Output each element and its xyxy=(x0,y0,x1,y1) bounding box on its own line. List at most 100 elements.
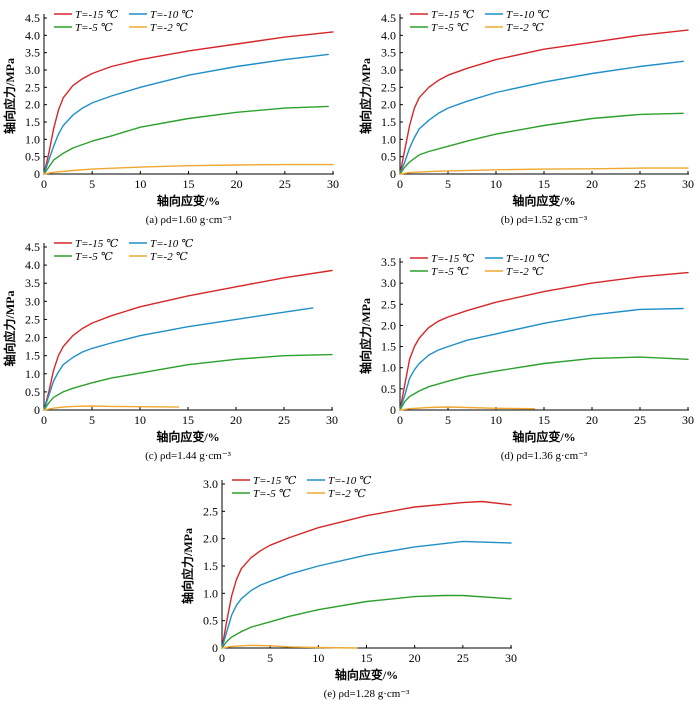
y-tick-label: 1.0 xyxy=(25,132,40,146)
series-line-2 xyxy=(399,356,689,411)
x-tick-label: 25 xyxy=(457,651,469,665)
x-tick-label: 10 xyxy=(490,177,502,191)
x-axis-title: 轴向应变/% xyxy=(512,429,575,444)
y-tick-label: 3.5 xyxy=(381,255,396,269)
x-tick-label: 5 xyxy=(267,651,273,665)
legend-label-1: T=-10 ℃ xyxy=(150,238,194,250)
x-tick-label: 20 xyxy=(586,177,598,191)
x-axis-title: 轴向应变/% xyxy=(157,193,220,208)
legend-label-2: T=-5 ℃ xyxy=(431,22,469,34)
x-tick-label: 5 xyxy=(445,177,451,191)
legend-label-1: T=-10 ℃ xyxy=(328,475,372,487)
x-tick-label: 20 xyxy=(230,413,242,427)
legend-label-2: T=-5 ℃ xyxy=(431,266,469,278)
x-tick-label: 30 xyxy=(682,177,694,191)
legend-label-3: T=-2 ℃ xyxy=(150,251,188,263)
x-tick-label: 20 xyxy=(409,651,421,665)
x-tick-label: 30 xyxy=(327,177,339,191)
y-tick-label: 1.5 xyxy=(25,115,40,129)
y-tick-label: 4.5 xyxy=(25,11,40,25)
y-tick-label: 3.5 xyxy=(25,276,40,290)
legend-label-0: T=-15 ℃ xyxy=(75,9,119,21)
y-tick-label: 4.0 xyxy=(381,28,396,42)
x-axis-title: 轴向应变/% xyxy=(335,667,398,682)
y-tick-label: 2.0 xyxy=(25,331,40,345)
legend-label-1: T=-10 ℃ xyxy=(150,9,194,21)
legend-label-3: T=-2 ℃ xyxy=(506,22,544,34)
y-tick-label: 0.5 xyxy=(381,382,396,396)
y-tick-label: 0.5 xyxy=(25,385,40,399)
y-tick-label: 0 xyxy=(34,167,40,181)
series-line-2 xyxy=(399,112,684,175)
x-tick-label: 0 xyxy=(397,177,403,191)
x-tick-label: 25 xyxy=(634,177,646,191)
series-line-1 xyxy=(399,307,684,411)
chart-panel-0: 0 5 10 15 20 25 3000.51.01.52.02.53.03.54.04.5… xyxy=(2,9,339,226)
y-tick-label: 4.0 xyxy=(25,28,40,42)
chart-panel-2: 0 5 10 15 20 25 3000.51.01.52.02.53.03.54.04.5… xyxy=(2,238,338,462)
series-line-1 xyxy=(43,307,314,411)
x-tick-label: 30 xyxy=(505,651,517,665)
x-tick-label: 10 xyxy=(312,651,324,665)
x-tick-label: 15 xyxy=(361,651,373,665)
y-tick-label: 2.0 xyxy=(203,532,218,546)
y-tick-label: 1.0 xyxy=(381,361,396,375)
series-line-0 xyxy=(43,31,334,175)
series-line-3 xyxy=(43,405,180,411)
x-tick-label: 20 xyxy=(586,413,598,427)
y-tick-label: 1.5 xyxy=(381,340,396,354)
x-tick-label: 25 xyxy=(278,413,290,427)
y-tick-label: 3.0 xyxy=(381,276,396,290)
y-axis-title: 轴向应力/MPa xyxy=(180,528,195,604)
legend-label-1: T=-10 ℃ xyxy=(506,253,550,265)
x-axis-title: 轴向应变/% xyxy=(512,193,575,208)
series-line-0 xyxy=(399,271,689,411)
y-tick-label: 2.5 xyxy=(381,297,396,311)
x-tick-label: 0 xyxy=(41,177,47,191)
y-tick-label: 3.5 xyxy=(381,46,396,60)
series-line-3 xyxy=(399,406,536,411)
series-line-0 xyxy=(221,500,512,649)
y-tick-label: 3.0 xyxy=(25,294,40,308)
x-tick-label: 0 xyxy=(397,413,403,427)
series-line-2 xyxy=(43,105,329,175)
x-tick-label: 10 xyxy=(134,177,146,191)
x-tick-label: 30 xyxy=(682,413,694,427)
x-tick-label: 15 xyxy=(538,177,550,191)
x-tick-label: 15 xyxy=(182,413,194,427)
series-line-0 xyxy=(43,269,333,411)
y-tick-label: 1.0 xyxy=(203,586,218,600)
y-tick-label: 0.5 xyxy=(381,150,396,164)
y-tick-label: 3.5 xyxy=(25,46,40,60)
legend-label-1: T=-10 ℃ xyxy=(506,9,550,21)
series-line-1 xyxy=(43,53,329,175)
y-tick-label: 2.0 xyxy=(25,98,40,112)
series-line-3 xyxy=(221,644,358,649)
x-tick-label: 5 xyxy=(89,413,95,427)
panel-caption: (c) ρd=1.44 g·cm⁻³ xyxy=(145,450,232,462)
panel-caption: (e) ρd=1.28 g·cm⁻³ xyxy=(324,688,411,700)
x-tick-label: 10 xyxy=(134,413,146,427)
y-tick-label: 2.0 xyxy=(381,98,396,112)
legend-label-0: T=-15 ℃ xyxy=(431,9,475,21)
y-axis-title: 轴向应力/MPa xyxy=(358,58,373,134)
series-line-2 xyxy=(43,353,333,411)
x-tick-label: 30 xyxy=(326,413,338,427)
y-tick-label: 1.0 xyxy=(25,367,40,381)
x-tick-label: 5 xyxy=(89,177,95,191)
y-tick-label: 0 xyxy=(34,403,40,417)
y-tick-label: 2.5 xyxy=(203,504,218,518)
y-tick-label: 2.5 xyxy=(381,80,396,94)
series-line-1 xyxy=(221,540,512,649)
y-tick-label: 0 xyxy=(390,403,396,417)
y-tick-label: 0 xyxy=(212,641,218,655)
legend-label-3: T=-2 ℃ xyxy=(328,488,366,500)
legend-label-2: T=-5 ℃ xyxy=(75,22,113,34)
x-tick-label: 25 xyxy=(279,177,291,191)
y-tick-label: 0 xyxy=(390,167,396,181)
series-line-1 xyxy=(399,60,684,175)
y-tick-label: 2.0 xyxy=(381,318,396,332)
x-tick-label: 0 xyxy=(41,413,47,427)
legend-label-3: T=-2 ℃ xyxy=(506,266,544,278)
